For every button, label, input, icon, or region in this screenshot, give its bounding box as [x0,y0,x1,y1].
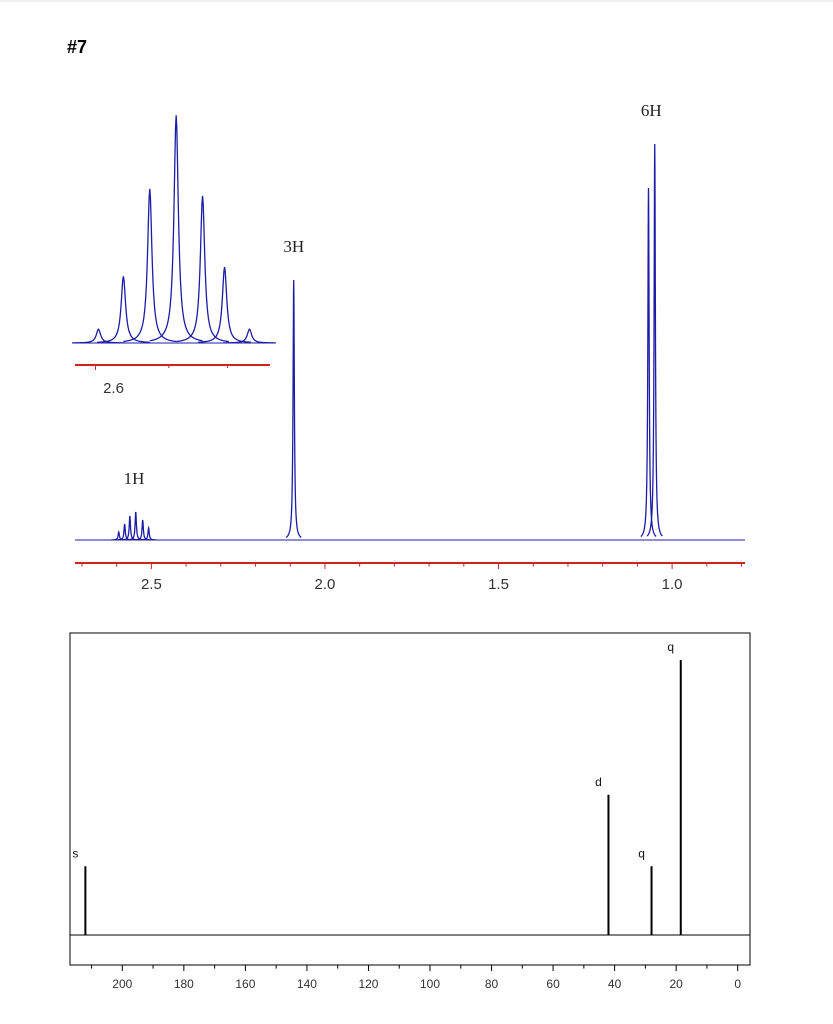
x-tick-label: 140 [297,977,317,991]
inset-peak [149,115,203,342]
peak [128,511,144,541]
inset-peak [176,195,230,343]
x-tick-label: 180 [174,977,194,991]
inset-peak [72,328,125,344]
multiplicity-label: q [667,640,674,654]
multiplicity-label: s [72,846,78,860]
x-tick-label: 160 [235,977,255,991]
x-tick-label: 60 [546,977,560,991]
x-tick-label: 1.5 [488,576,509,593]
peak-annotation: 6H [641,101,662,120]
multiplicity-label: q [638,846,645,860]
x-tick-label: 100 [420,977,440,991]
x-tick-label: 20 [669,977,683,991]
x-tick-label: 2.6 [103,380,124,397]
x-tick-label: 2.0 [315,576,336,593]
x-tick-label: 120 [358,977,378,991]
page-title: #7 [67,37,87,57]
x-tick-label: 2.5 [141,576,162,593]
peak-annotation: 1H [124,469,145,488]
x-tick-label: 80 [485,977,499,991]
peak [140,525,157,541]
peak [285,279,302,538]
x-tick-label: 0 [734,977,741,991]
inset-peak [123,188,177,343]
x-tick-label: 1.0 [662,576,683,593]
inset-peak [96,276,150,343]
carbon-frame [69,632,751,966]
x-tick-label: 200 [112,977,132,991]
peak-annotation: 3H [283,237,304,256]
peak [646,143,663,537]
inset-peak [223,328,276,344]
peak [122,515,138,541]
x-tick-label: 40 [608,977,622,991]
peak [135,519,151,541]
multiplicity-label: d [595,775,602,789]
peak [640,187,657,538]
